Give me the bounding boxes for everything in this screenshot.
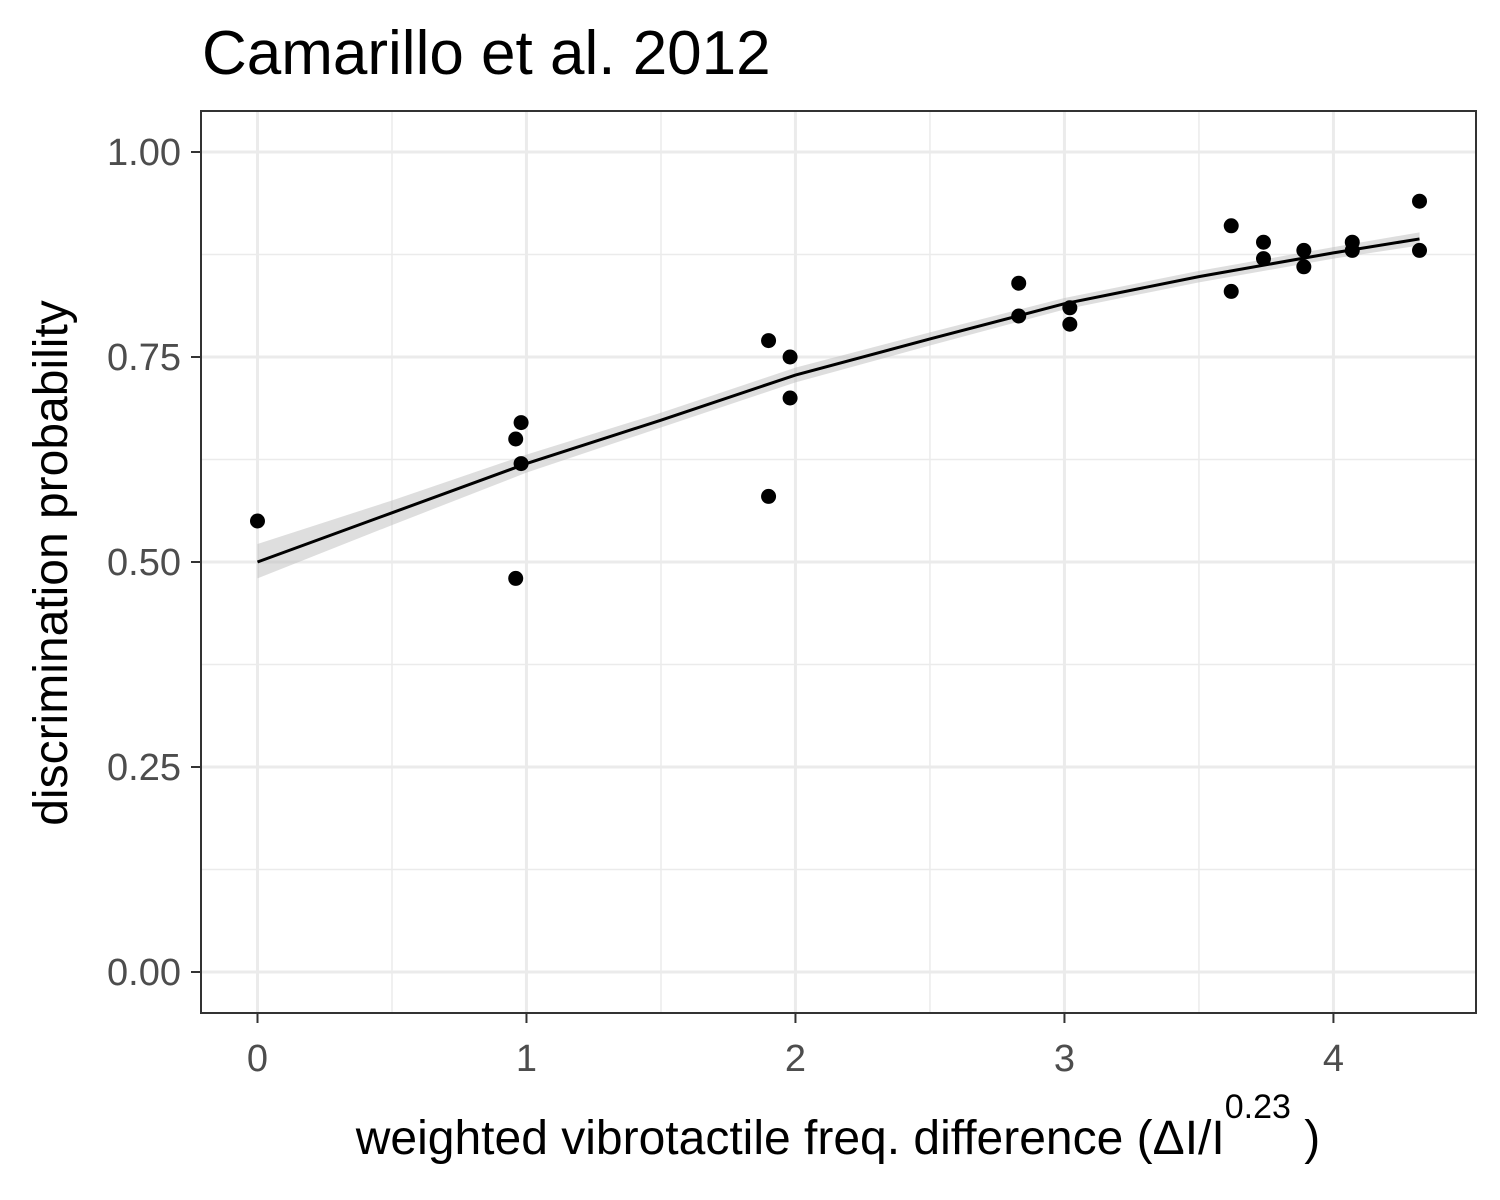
data-point — [1011, 275, 1027, 291]
fit-line — [256, 237, 1420, 564]
x-axis-title-superscript: 0.23 — [1225, 1088, 1291, 1126]
data-point — [508, 431, 524, 447]
fit-line-layer — [256, 237, 1420, 564]
data-point — [1412, 242, 1428, 258]
y-tick-label: 0.75 — [107, 337, 181, 379]
chart-title: Camarillo et al. 2012 — [202, 19, 771, 88]
confidence-band — [257, 232, 1420, 579]
data-point — [782, 349, 798, 365]
x-axis-title-close: ) — [1291, 1112, 1320, 1165]
x-tick-label: 0 — [247, 1038, 268, 1080]
x-tick-label: 4 — [1323, 1038, 1344, 1080]
y-tick-label: 0.25 — [107, 747, 181, 789]
x-tick-label: 2 — [785, 1038, 806, 1080]
data-point — [1296, 259, 1312, 275]
data-point — [1011, 308, 1027, 324]
data-point — [508, 570, 524, 586]
data-point — [1062, 300, 1078, 316]
data-point — [1223, 283, 1239, 299]
minor-gridlines — [201, 111, 1476, 1013]
x-axis-title-main: weighted vibrotactile freq. difference (… — [355, 1112, 1225, 1165]
y-tick-label: 0.00 — [107, 952, 181, 994]
x-tick-label: 3 — [1054, 1038, 1075, 1080]
data-point — [1062, 316, 1078, 332]
confidence-band-layer — [257, 232, 1420, 579]
y-tick-label: 0.50 — [107, 542, 181, 584]
points-layer — [249, 193, 1428, 586]
data-point — [1256, 251, 1271, 267]
x-tick-label: 1 — [516, 1038, 537, 1080]
data-point — [249, 513, 265, 529]
data-point — [1256, 234, 1271, 250]
data-point — [1344, 242, 1360, 258]
x-axis-title: weighted vibrotactile freq. difference (… — [355, 1088, 1320, 1165]
y-axis-title: discrimination probability — [25, 300, 78, 826]
data-point — [513, 456, 529, 472]
data-point — [1223, 218, 1239, 234]
y-axis: 0.00 0.25 0.50 0.75 1.00 — [107, 132, 201, 994]
data-point — [761, 333, 777, 349]
data-point — [1296, 242, 1312, 258]
y-tick-label: 1.00 — [107, 132, 181, 174]
data-point — [513, 415, 529, 431]
x-axis: 0 1 2 3 4 — [247, 1013, 1344, 1080]
data-point — [1412, 193, 1428, 209]
data-point — [761, 488, 777, 504]
data-point — [782, 390, 798, 406]
